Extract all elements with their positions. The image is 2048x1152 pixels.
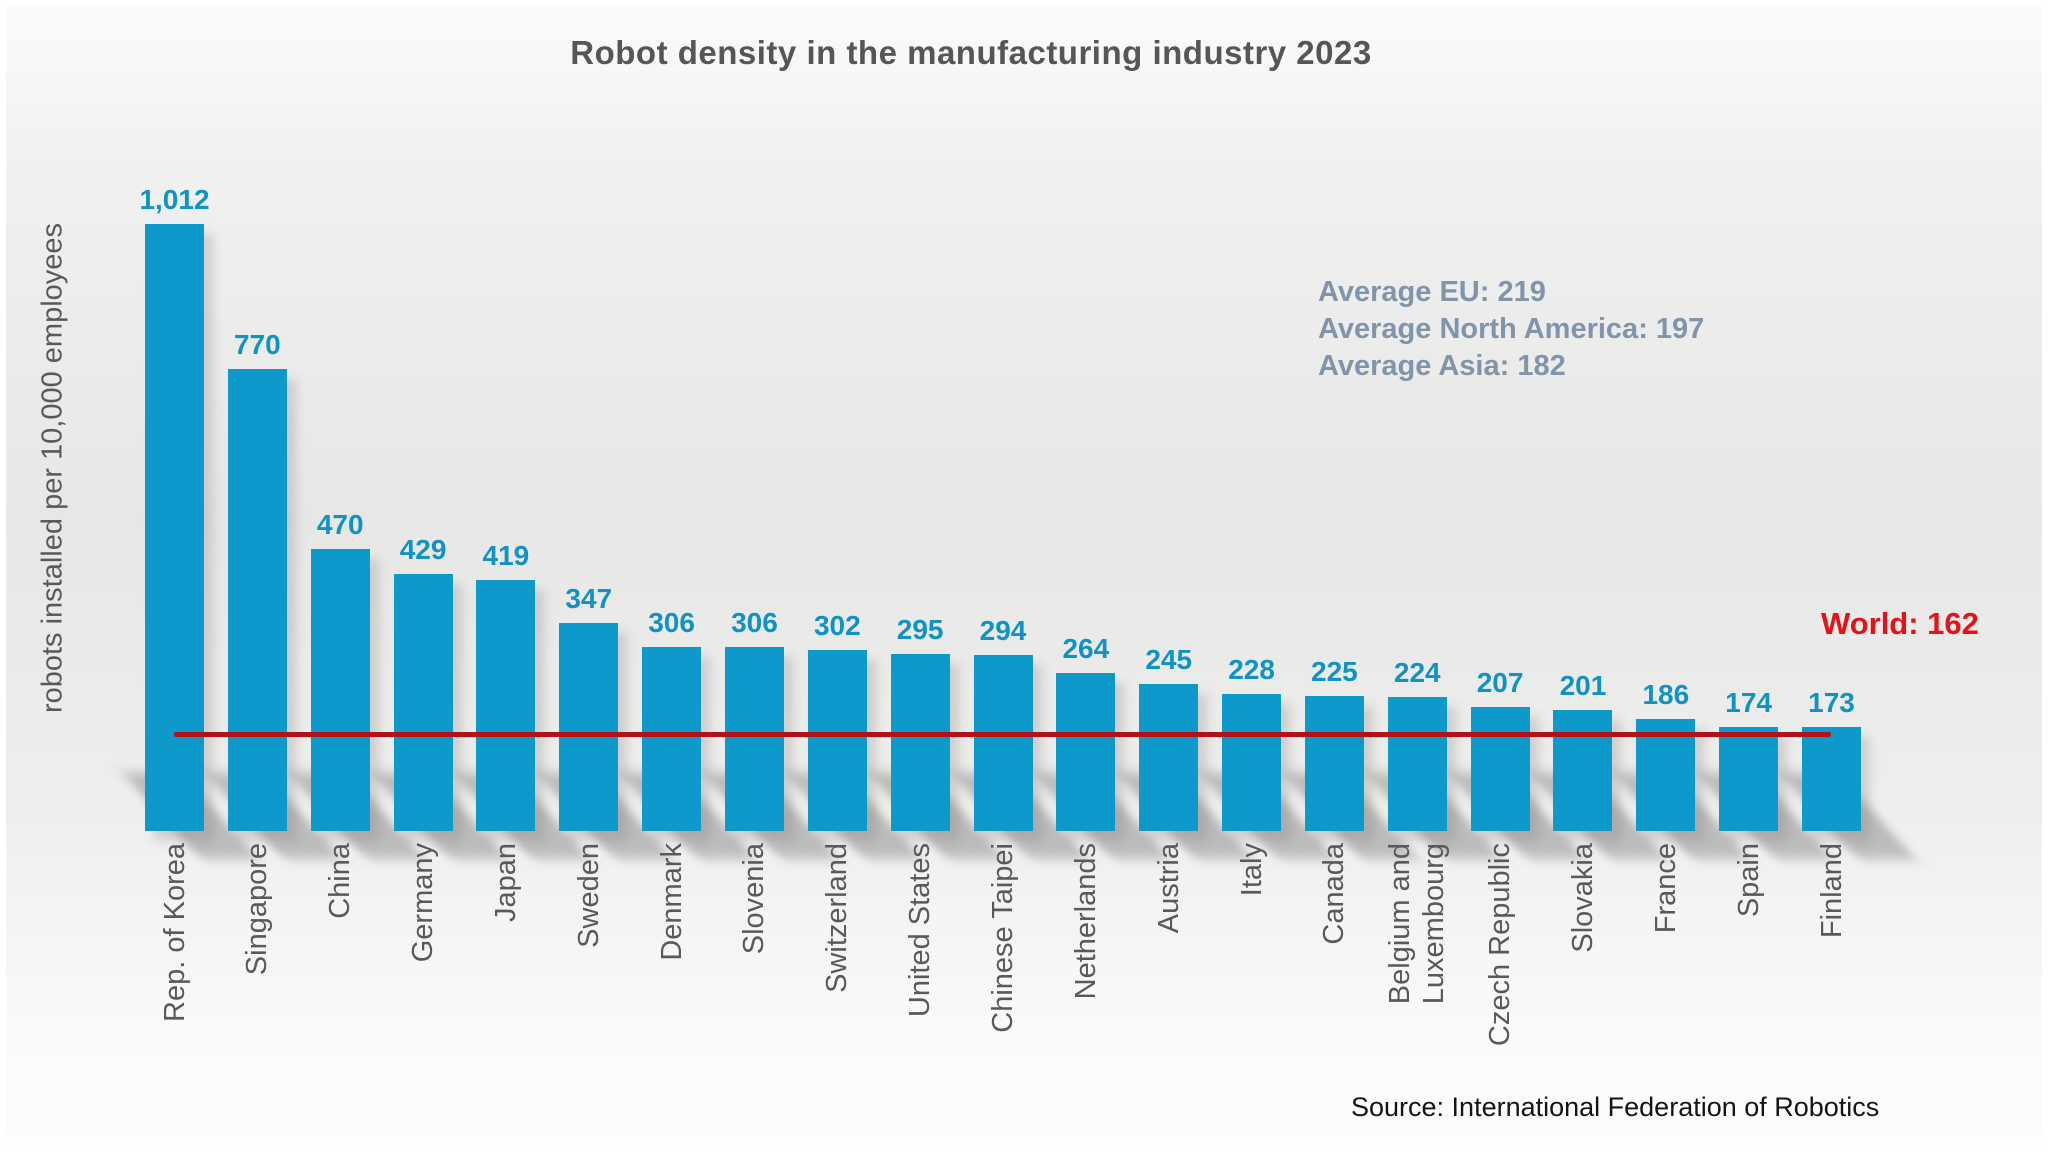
bar-austria xyxy=(1139,684,1199,831)
bar-value-label: 224 xyxy=(1393,656,1441,688)
region-averages-annotation: Average EU: 219 Average North America: 1… xyxy=(1318,274,1704,385)
annotation-average-north-america: Average North America: 197 xyxy=(1318,313,1705,345)
bar-singapore xyxy=(227,369,287,831)
bar-value-label: 295 xyxy=(896,614,944,645)
bar-chinese-taipei xyxy=(973,654,1033,831)
bar-switzerland xyxy=(807,649,867,831)
world-reference-label: World: 162 xyxy=(1821,606,1979,641)
bar-czech-republic xyxy=(1470,706,1530,831)
bar-slovakia xyxy=(1553,710,1613,831)
bar-netherlands xyxy=(1056,672,1116,831)
bar-value-label: 347 xyxy=(565,582,613,614)
bar-value-label: 429 xyxy=(399,533,447,565)
bar-denmark xyxy=(642,647,702,831)
bar-value-label: 770 xyxy=(233,329,281,360)
bar-value-label: 201 xyxy=(1559,670,1607,702)
bar-finland xyxy=(1802,727,1861,831)
bar-value-label: 186 xyxy=(1642,679,1690,711)
bar-france xyxy=(1636,719,1696,831)
bar-value-label: 174 xyxy=(1725,686,1772,718)
bar-value-label: 245 xyxy=(1145,644,1193,675)
bar-value-label: 419 xyxy=(482,539,530,571)
bar-belgium-and-luxembourg xyxy=(1387,696,1447,831)
bar-united-states xyxy=(890,654,950,831)
bar-canada xyxy=(1304,696,1364,831)
axis-labels-layer: 1,012 Rep. of Korea 770 Singapore 470 China 42… xyxy=(6,6,2042,1146)
bar-value-label: 470 xyxy=(316,509,364,540)
bar-value-label: 306 xyxy=(731,607,778,639)
source-note: Source: International Federation of Robo… xyxy=(1351,1092,1880,1122)
bar-value-label: 302 xyxy=(813,609,861,641)
annotation-average-eu: Average EU: 219 xyxy=(1318,276,1546,308)
bar-sweden xyxy=(559,622,619,831)
world-reference-line xyxy=(174,731,1831,737)
bar-value-label: 306 xyxy=(648,607,695,639)
annotation-average-asia: Average Asia: 182 xyxy=(1318,350,1566,382)
bar-value-label: 225 xyxy=(1311,656,1358,687)
x-tick-label: Finland xyxy=(1815,843,1848,939)
bar-spain xyxy=(1719,726,1779,831)
bar-value-label: 173 xyxy=(1808,687,1855,719)
bars-layer xyxy=(6,6,2042,1146)
bar-germany xyxy=(393,573,453,831)
chart-title: Robot density in the manufacturing indus… xyxy=(570,34,1372,71)
bar-value-label: 294 xyxy=(979,614,1027,646)
bar-rep.-of-korea xyxy=(145,223,204,831)
bar-value-label: 228 xyxy=(1228,654,1275,686)
bar-italy xyxy=(1222,694,1282,831)
bar-value-label: 264 xyxy=(1062,632,1110,664)
bar-value-label: 1,012 xyxy=(139,183,210,215)
bar-value-label: 207 xyxy=(1476,666,1524,698)
bar-japan xyxy=(476,579,536,831)
bar-slovenia xyxy=(724,647,784,831)
bar-china xyxy=(310,549,370,831)
